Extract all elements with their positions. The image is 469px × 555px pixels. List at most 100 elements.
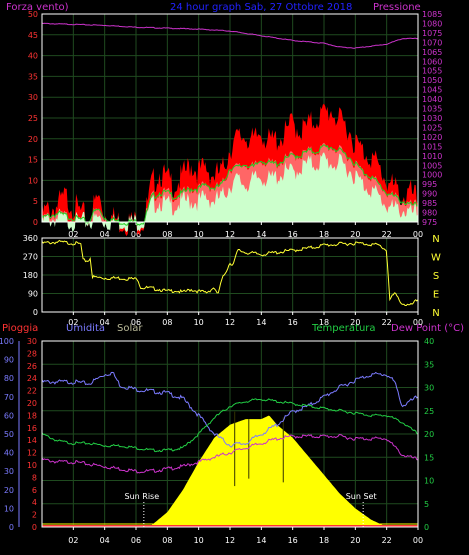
rain-ytick-label: 28 — [27, 349, 37, 358]
pressure-ytick-label: 990 — [422, 190, 437, 199]
temp-xtick-label: 18 — [319, 536, 329, 545]
direction-ytick-label: 0 — [33, 308, 38, 317]
header-right-label: Pressione — [373, 2, 421, 13]
rain-ytick-label: 18 — [27, 411, 37, 420]
wind-xtick-label: 00 — [413, 230, 423, 239]
solar-axis-label: Solar — [117, 323, 143, 334]
pressure-ytick-label: 1070 — [422, 38, 442, 47]
temperature-ytick-label: 25 — [424, 407, 434, 416]
wind-xtick-label: 16 — [288, 230, 298, 239]
temp-xtick-label: 20 — [350, 536, 360, 545]
wind-pressure-frame — [41, 13, 419, 223]
wind-ytick-label: 20 — [28, 135, 38, 144]
temperature-ytick-label: 20 — [424, 430, 434, 439]
rain-ytick-label: 10 — [27, 461, 37, 470]
temp-xtick-label: 02 — [68, 536, 78, 545]
pressure-ytick-label: 1010 — [422, 152, 442, 161]
pressure-ytick-label: 1020 — [422, 133, 442, 142]
compass-label: E — [433, 290, 439, 301]
rain-ytick-label: 2 — [32, 511, 37, 520]
wind-direction-line — [41, 239, 419, 306]
direction-xtick-label: 14 — [256, 318, 266, 327]
wind-xtick-label: 12 — [225, 230, 235, 239]
wind-xtick-label: 20 — [350, 230, 360, 239]
pressure-ytick-label: 1005 — [422, 161, 442, 170]
direction-ytick-label: 270 — [23, 253, 38, 262]
temperature-ytick-label: 15 — [424, 453, 434, 462]
direction-xtick-label: 00 — [413, 318, 423, 327]
direction-xtick-label: 02 — [68, 318, 78, 327]
humidity-ytick-label: 50 — [4, 430, 14, 439]
rain-ytick-label: 22 — [27, 387, 37, 396]
rain-ytick-label: 20 — [27, 399, 37, 408]
humidity-axis-label: Umidita — [66, 323, 105, 334]
pressure-ytick-label: 980 — [422, 209, 437, 218]
wind-ytick-label: 0 — [33, 218, 38, 227]
compass-label: S — [433, 271, 439, 282]
wind-ytick-label: 10 — [28, 176, 38, 185]
pressure-ytick-label: 1060 — [422, 57, 442, 66]
temp-xtick-label: 08 — [162, 536, 172, 545]
temperature-ytick-label: 5 — [424, 500, 429, 509]
wind-ytick-label: 50 — [28, 10, 38, 19]
direction-xtick-label: 08 — [162, 318, 172, 327]
pressure-ytick-label: 975 — [422, 218, 437, 227]
direction-xtick-label: 18 — [319, 318, 329, 327]
wind-pressure-panel: 0510152025303540455097598098599099510001… — [28, 10, 443, 239]
wind-xtick-label: 06 — [131, 230, 141, 239]
wind-ytick-label: 40 — [28, 52, 38, 61]
pressure-ytick-label: 1040 — [422, 95, 442, 104]
wind-xtick-label: 04 — [100, 230, 110, 239]
wind-xtick-label: 02 — [68, 230, 78, 239]
pressure-line — [41, 22, 419, 49]
pressure-ytick-label: 1025 — [422, 123, 442, 132]
pressure-ytick-label: 995 — [422, 180, 437, 189]
header-title: 24 hour graph Sab, 27 Ottobre 2018 — [170, 2, 352, 13]
pressure-ytick-label: 1065 — [422, 48, 442, 57]
temp-xtick-label: 16 — [288, 536, 298, 545]
solar-area — [42, 415, 418, 527]
rain-ytick-label: 8 — [32, 473, 37, 482]
humidity-ytick-label: 80 — [4, 374, 14, 383]
compass-label: N — [432, 308, 439, 319]
direction-xtick-label: 06 — [131, 318, 141, 327]
temperature-ytick-label: 10 — [424, 477, 434, 486]
wind-ytick-label: 5 — [33, 197, 38, 206]
temperature-line — [41, 398, 419, 453]
humidity-ytick-label: 10 — [4, 504, 14, 513]
sunset-label: Sun Set — [346, 492, 377, 501]
pressure-ytick-label: 1035 — [422, 105, 442, 114]
direction-xtick-label: 04 — [100, 318, 110, 327]
humidity-ytick-label: 0 — [9, 523, 14, 532]
pressure-ytick-label: 1085 — [422, 10, 442, 19]
wind-direction-frame — [41, 237, 419, 313]
wind-ytick-label: 45 — [28, 31, 38, 40]
wind-xtick-label: 22 — [382, 230, 392, 239]
rain-axis-label: Pioggia — [2, 323, 38, 334]
compass-label: W — [431, 253, 441, 264]
pressure-ytick-label: 1050 — [422, 76, 442, 85]
humidity-line — [41, 371, 419, 448]
pressure-ytick-label: 1015 — [422, 142, 442, 151]
pressure-ytick-label: 1080 — [422, 19, 442, 28]
pressure-ytick-label: 985 — [422, 199, 437, 208]
direction-xtick-label: 20 — [350, 318, 360, 327]
temp-xtick-label: 14 — [256, 536, 266, 545]
wind-ytick-label: 15 — [28, 156, 38, 165]
humidity-ytick-label: 90 — [4, 356, 14, 365]
direction-ytick-label: 180 — [23, 271, 38, 280]
temperature-humidity-frame — [41, 340, 419, 528]
wind-xtick-label: 08 — [162, 230, 172, 239]
wind-xtick-label: 10 — [194, 230, 204, 239]
wind-ytick-label: 30 — [28, 93, 38, 102]
humidity-ytick-label: 20 — [4, 486, 14, 495]
temperature-ytick-label: 30 — [424, 384, 434, 393]
rain-ytick-label: 12 — [27, 449, 37, 458]
humidity-ytick-label: 30 — [4, 467, 14, 476]
dewpoint-axis-label: Dew Point (°C) — [391, 323, 464, 334]
wind-low-area — [42, 152, 418, 233]
header-left-label: Forza vento) — [6, 2, 69, 13]
wind-xtick-label: 18 — [319, 230, 329, 239]
pressure-ytick-label: 1055 — [422, 67, 442, 76]
temp-xtick-label: 00 — [413, 536, 423, 545]
